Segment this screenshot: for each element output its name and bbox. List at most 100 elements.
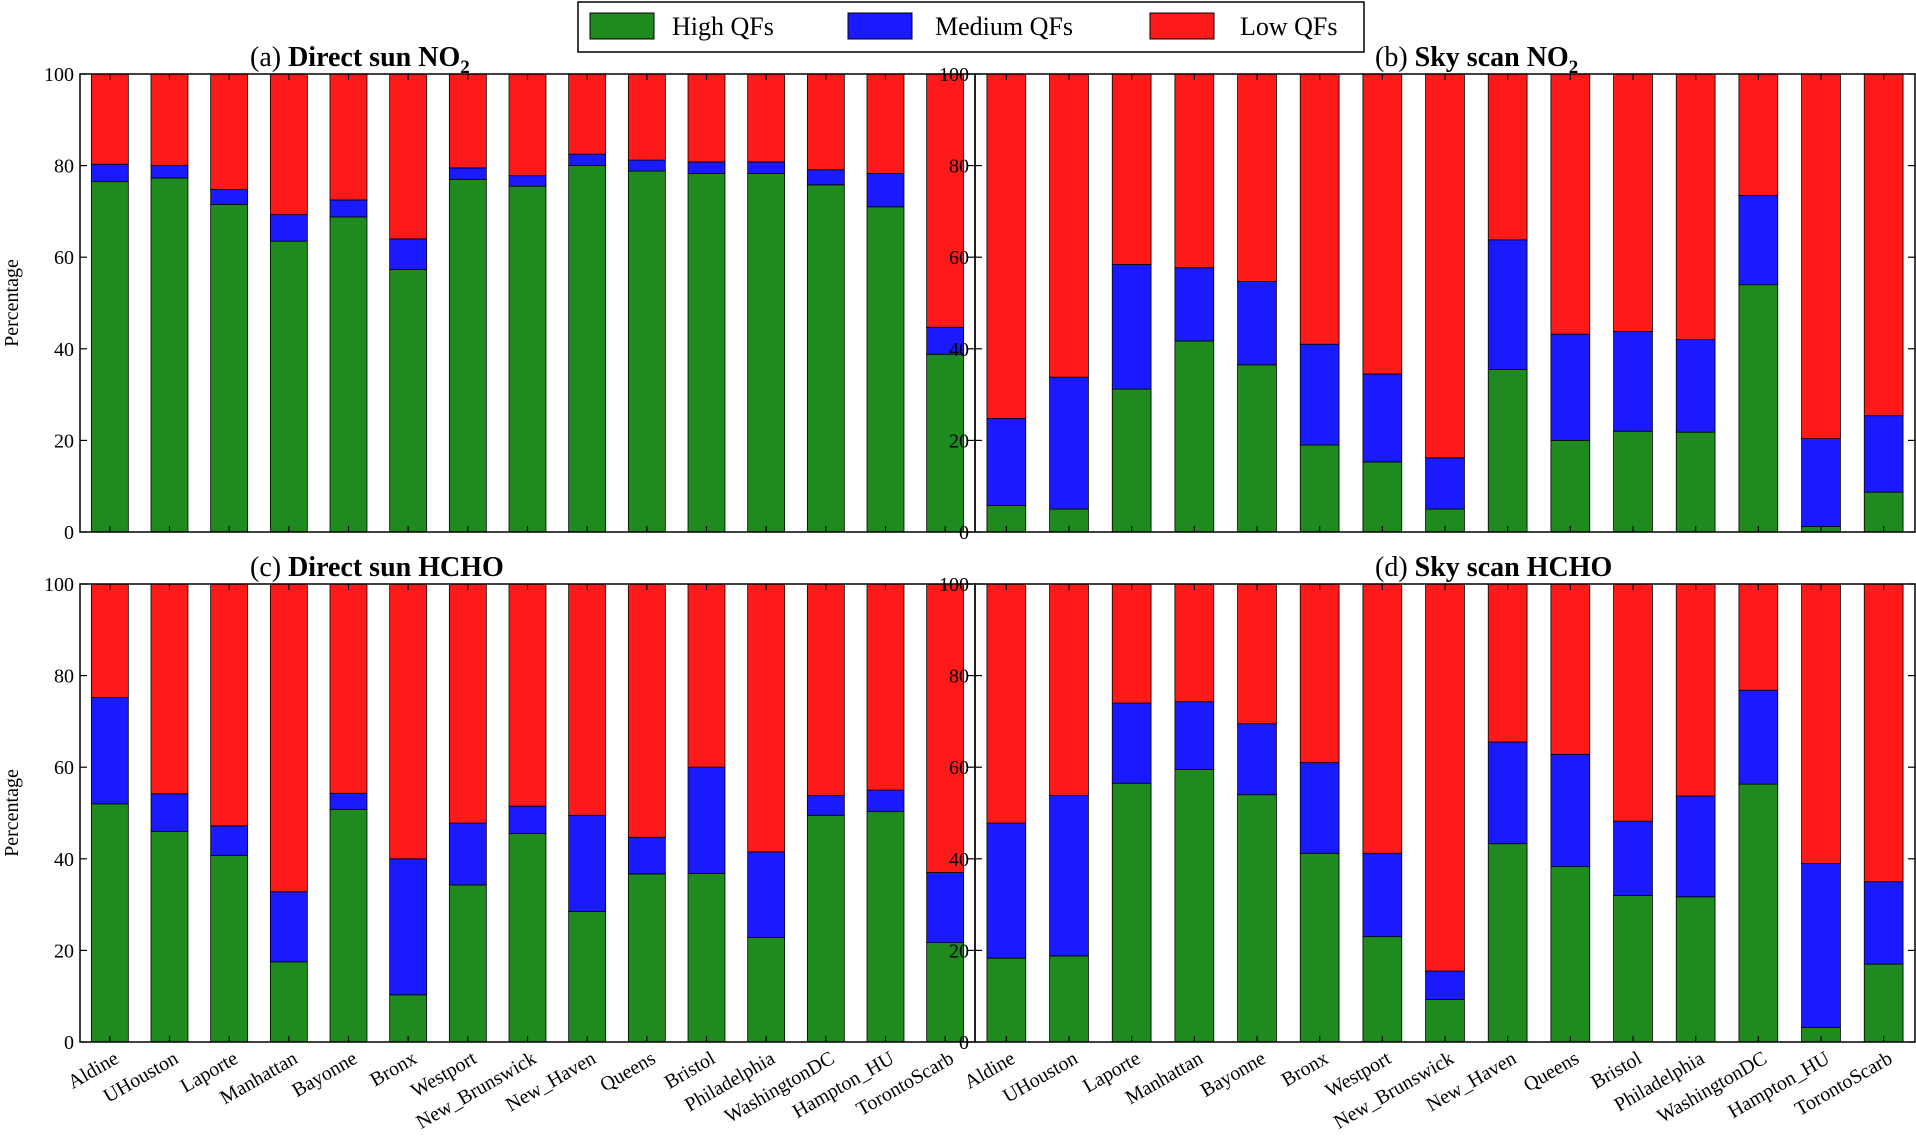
bar-medium-qfs-new_brunswick [508,805,547,835]
bar-low-qfs-hampton_hu [1801,583,1841,864]
bar-low-qfs-hampton_hu [866,583,905,791]
y-tick-label: 20 [949,940,969,962]
bar-low-qfs-bayonne [1237,583,1277,725]
bar-low-qfs-philadelphia [747,583,786,853]
bar-low-qfs-torontoscarb [1863,583,1904,883]
bar-medium-qfs-laporte [210,825,249,856]
bar-high-qfs-bronx [1299,444,1340,533]
bar-medium-qfs-new_haven [1487,741,1528,845]
bar-medium-qfs-manhattan [269,214,308,242]
bar-medium-qfs-philadelphia [747,851,786,938]
y-tick-label: 80 [949,666,969,688]
bar-low-qfs-hampton_hu [866,73,905,174]
bar-medium-qfs-bristol [687,766,726,874]
bar-medium-qfs-westport [448,822,487,886]
bar-low-qfs-westport [1362,583,1403,854]
bar-medium-qfs-bronx [389,238,428,270]
bar-low-qfs-aldine [986,583,1027,824]
bar-low-qfs-bronx [389,73,428,240]
bar-high-qfs-bayonne [1237,364,1277,533]
bar-high-qfs-bronx [389,269,428,533]
bar-low-qfs-torontoscarb [926,583,965,873]
bar-medium-qfs-bronx [1299,762,1340,854]
bar-low-qfs-uhouston [1049,73,1089,378]
bar-low-qfs-washingtondc [1738,583,1779,691]
bar-high-qfs-westport [1362,461,1403,533]
panel-3: 020406080100AldineUHoustonLaporteManhatt… [1,552,976,1134]
bar-medium-qfs-bayonne [1237,281,1277,366]
panel-title: (b) Sky scan NO2 [1375,42,1578,78]
bar-high-qfs-laporte [1111,782,1152,1043]
panel-title-prefix: (c) [250,552,288,583]
y-tick-label: 40 [949,339,969,361]
bar-low-qfs-bristol [687,73,726,163]
bar-high-qfs-new_haven [1487,369,1528,533]
bar-high-qfs-bronx [389,994,428,1043]
bar-medium-qfs-new_haven [568,153,607,166]
legend-swatch-high [589,12,655,40]
bar-high-qfs-uhouston [150,830,189,1043]
bar-low-qfs-uhouston [1049,583,1089,797]
bar-medium-qfs-torontoscarb [1863,415,1904,493]
bar-low-qfs-manhattan [269,583,308,893]
bar-medium-qfs-washingtondc [1738,194,1779,286]
y-tick-label: 60 [54,757,74,779]
bar-medium-qfs-queens [627,836,666,875]
bar-low-qfs-manhattan [269,73,308,216]
bar-medium-qfs-washingtondc [806,795,845,816]
bar-low-qfs-philadelphia [747,73,786,163]
x-tick-label-bayonne: Bayonne [1197,1047,1270,1102]
bar-low-qfs-philadelphia [1675,73,1716,341]
bar-low-qfs-westport [448,583,487,824]
bar-low-qfs-aldine [90,73,129,165]
bar-medium-qfs-washingtondc [1738,689,1779,785]
bar-medium-qfs-aldine [90,163,129,183]
y-tick-label: 40 [54,849,74,871]
bar-medium-qfs-manhattan [269,891,308,963]
bar-low-qfs-queens [1550,583,1591,755]
bar-low-qfs-aldine [986,73,1027,419]
bar-medium-qfs-westport [448,167,487,180]
bar-high-qfs-philadelphia [1675,431,1716,533]
panel-title: (d) Sky scan HCHO [1375,552,1612,583]
bar-medium-qfs-new_brunswick [1425,970,1465,1000]
bar-high-qfs-bayonne [329,808,368,1043]
bar-low-qfs-westport [448,73,487,169]
y-tick-label: 100 [939,574,969,596]
y-tick-label: 100 [44,574,74,596]
panel-title: (a) Direct sun NO2 [250,42,470,78]
bar-high-qfs-manhattan [269,961,308,1043]
y-tick-label: 60 [949,247,969,269]
bar-medium-qfs-manhattan [1174,267,1215,342]
bar-low-qfs-philadelphia [1675,583,1716,797]
bar-low-qfs-new_brunswick [508,583,547,807]
bar-medium-qfs-philadelphia [747,161,786,174]
bar-medium-qfs-aldine [986,822,1027,959]
bar-medium-qfs-bristol [1613,330,1653,432]
bar-high-qfs-laporte [210,204,249,533]
bar-low-qfs-queens [627,73,666,161]
bar-medium-qfs-torontoscarb [926,326,965,355]
panel-2: 0 20 40 60 80 100 (b) Sky scan NO2 [939,42,1916,544]
bar-high-qfs-aldine [986,957,1027,1043]
bar-medium-qfs-bayonne [329,199,368,218]
bar-low-qfs-laporte [210,73,249,190]
panel-4: 020406080100AldineUHoustonLaporteManhatt… [939,552,1916,1134]
bar-low-qfs-washingtondc [806,73,845,171]
bar-medium-qfs-bayonne [329,792,368,810]
y-axis-label: Percentage [1,259,23,347]
bar-low-qfs-new_haven [1487,583,1528,743]
bar-low-qfs-bronx [1299,583,1340,764]
bar-medium-qfs-new_haven [1487,239,1528,370]
y-tick-label: 0 [959,1032,969,1054]
bar-low-qfs-new_haven [568,73,607,155]
bar-high-qfs-bronx [1299,852,1340,1043]
legend-label-high: High QFs [672,12,774,41]
bar-low-qfs-laporte [1111,73,1152,265]
bar-low-qfs-bronx [389,583,428,860]
bar-medium-qfs-bristol [687,161,726,174]
bar-medium-qfs-bayonne [1237,723,1277,796]
y-tick-label: 0 [64,1032,74,1054]
bar-medium-qfs-philadelphia [1675,795,1716,898]
bar-low-qfs-bristol [1613,583,1653,822]
